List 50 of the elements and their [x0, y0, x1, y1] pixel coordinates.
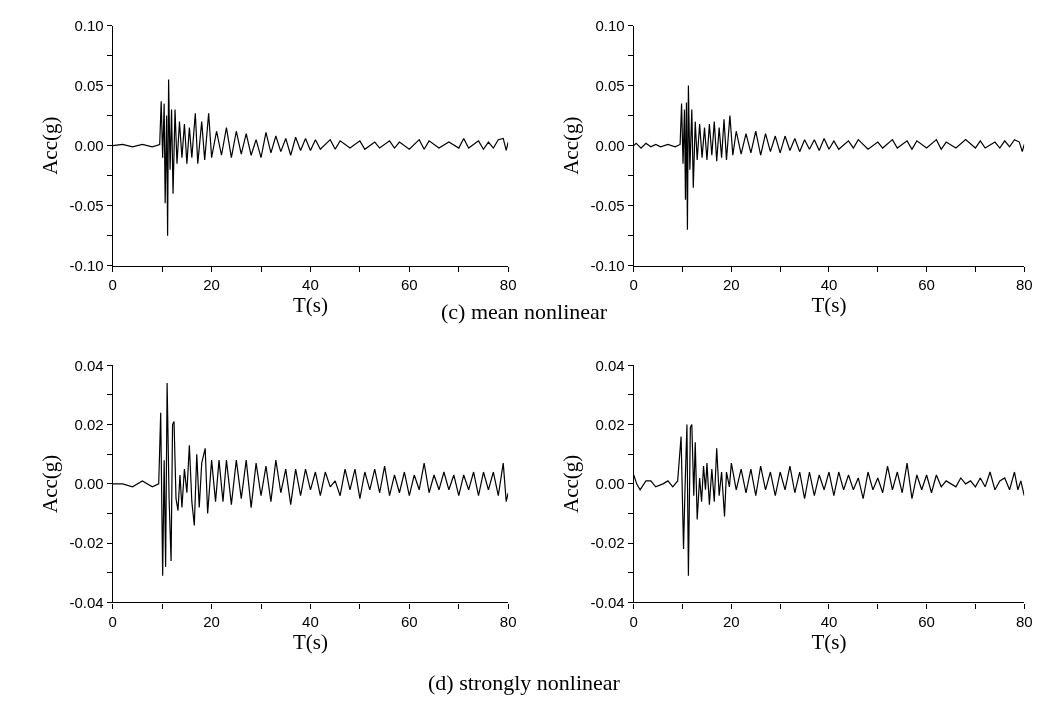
x-tick-label: 0	[108, 275, 117, 293]
y-tick-label: 0.00	[74, 136, 104, 154]
x-tick-label: 60	[400, 612, 418, 630]
x-tick-label: 40	[302, 612, 319, 630]
x-tick-label: 60	[918, 612, 935, 630]
y-tick-label: 0.10	[595, 16, 625, 34]
x-tick-label: 40	[820, 612, 838, 630]
y-axis-title: Acc(g)	[558, 116, 583, 175]
y-tick-label: -0.02	[590, 534, 625, 552]
x-tick-label: 20	[203, 275, 220, 293]
x-tick-label: 80	[1015, 612, 1033, 630]
y-tick-label: 0.04	[74, 356, 104, 374]
y-axis-title: Acc(g)	[558, 454, 583, 514]
x-tick-label: 0	[108, 612, 117, 630]
y-axis-title: Acc(g)	[37, 116, 62, 175]
x-tick-label: 40	[820, 275, 838, 293]
text: (c) mean nonlinear	[441, 299, 608, 324]
x-tick-label: 60	[918, 275, 935, 293]
y-tick-label: -0.04	[590, 593, 625, 611]
y-tick-label: 0.05	[595, 76, 625, 94]
y-tick-label: -0.02	[69, 534, 104, 552]
y-tick-label: -0.05	[590, 196, 625, 214]
y-tick-label: 0.02	[595, 415, 625, 433]
text: (d) strongly nonlinear	[428, 670, 621, 695]
y-tick-label: -0.10	[69, 256, 104, 274]
y-tick-label: 0.10	[74, 16, 104, 34]
x-tick-label: 80	[1015, 275, 1033, 293]
y-tick-label: -0.10	[590, 256, 625, 274]
y-tick-label: 0.00	[74, 475, 104, 493]
x-tick-label: 60	[400, 275, 418, 293]
y-tick-label: 0.05	[74, 76, 104, 94]
x-tick-label: 20	[723, 612, 740, 630]
y-tick-label: 0.04	[595, 356, 625, 374]
x-axis-title: T(s)	[292, 292, 328, 317]
y-tick-label: 0.00	[595, 475, 625, 493]
x-tick-label: 20	[203, 612, 220, 630]
x-tick-label: 0	[629, 612, 638, 630]
y-tick-label: 0.00	[595, 136, 625, 154]
x-axis-title: T(s)	[811, 629, 847, 654]
x-tick-label: 80	[499, 275, 517, 293]
y-axis-title: Acc(g)	[37, 454, 62, 514]
x-axis-title: T(s)	[292, 629, 328, 654]
x-tick-label: 0	[629, 275, 638, 293]
x-tick-label: 80	[499, 612, 517, 630]
x-tick-label: 20	[723, 275, 740, 293]
x-axis-title: T(s)	[811, 292, 847, 317]
x-tick-label: 40	[302, 275, 319, 293]
y-tick-label: -0.05	[69, 196, 104, 214]
y-tick-label: -0.04	[69, 593, 104, 611]
y-tick-label: 0.02	[74, 415, 104, 433]
